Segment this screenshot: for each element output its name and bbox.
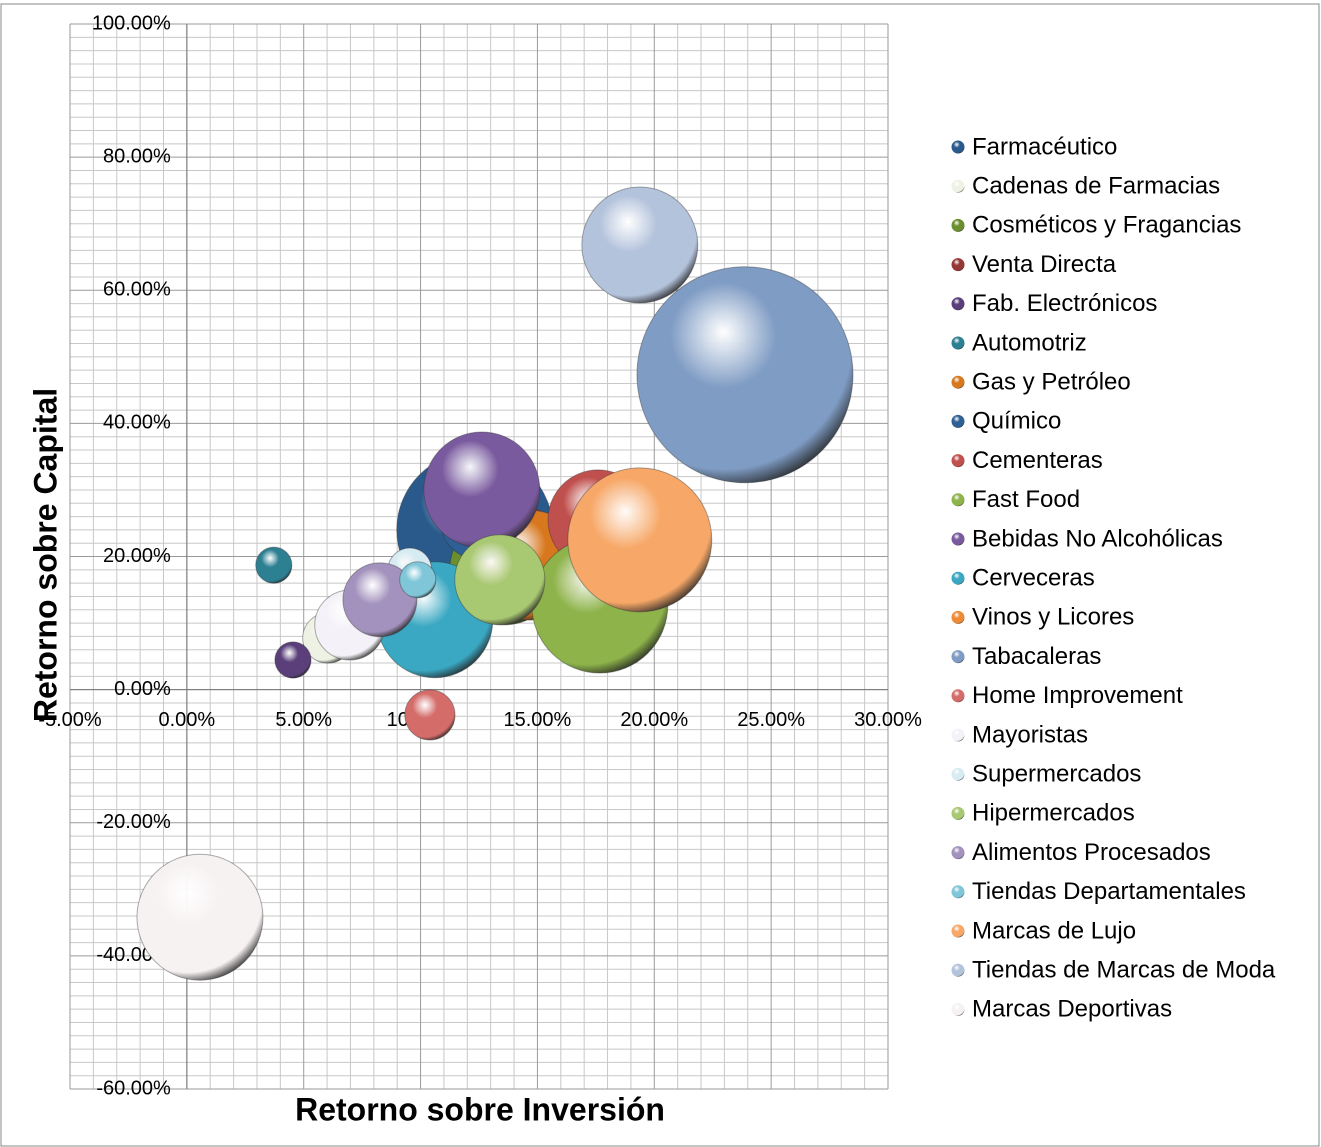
bubble [399,561,437,599]
legend-label: Automotriz [972,329,1087,356]
legend-label: Gas y Petróleo [972,369,1131,396]
legend-marker [951,571,965,585]
legend-label: Cerveceras [972,565,1095,592]
legend-marker [951,493,965,507]
legend-marker [951,336,965,350]
legend-label: Hipermercados [972,800,1135,827]
x-axis-title: Retorno sobre Inversión [295,1091,665,1127]
x-tick-label: 0.00% [158,709,215,731]
bubble [274,641,312,679]
legend-label: Tiendas Departamentales [972,878,1246,905]
y-tick-label: 20.00% [103,545,171,567]
x-tick-label: 5.00% [275,709,332,731]
legend-marker [951,375,965,389]
legend-marker [951,179,965,193]
legend-marker [951,454,965,468]
legend-label: Cementeras [972,447,1103,474]
legend-marker [951,689,965,703]
y-tick-label: -20.00% [96,811,171,833]
legend-label: Cosméticos y Fragancias [972,212,1241,239]
legend-label: Cadenas de Farmacias [972,173,1220,200]
bubble [581,186,699,304]
bubble [567,467,713,613]
legend-marker [951,728,965,742]
bubble [255,546,293,584]
legend-label: Supermercados [972,761,1141,788]
bubble [136,853,264,981]
legend-marker [951,258,965,272]
legend-marker [951,924,965,938]
y-tick-label: 40.00% [103,412,171,434]
legend-label: Tabacaleras [972,643,1101,670]
legend-marker [951,885,965,899]
legend-marker [951,963,965,977]
legend-marker [951,218,965,232]
legend-marker [951,297,965,311]
x-tick-label: 25.00% [737,709,805,731]
legend-label: Fab. Electrónicos [972,290,1157,317]
legend-marker [951,806,965,820]
y-tick-label: 60.00% [103,279,171,301]
legend-label: Vinos y Licores [972,604,1134,631]
legend-label: Bebidas No Alcohólicas [972,525,1223,552]
x-tick-label: 15.00% [504,709,572,731]
y-tick-label: 80.00% [103,145,171,167]
legend-marker [951,650,965,664]
legend-label: Home Improvement [972,682,1183,709]
legend-marker [951,414,965,428]
y-axis-title: Retorno sobre Capital [27,388,63,722]
legend-label: Mayoristas [972,721,1088,748]
bubble [423,431,541,549]
legend-label: Farmacéutico [972,133,1117,160]
legend-label: Marcas de Lujo [972,917,1136,944]
x-tick-label: 30.00% [854,709,922,731]
legend-label: Alimentos Procesados [972,839,1211,866]
legend-marker [951,610,965,624]
legend-label: Químico [972,408,1061,435]
chart-frame [0,3,1320,1147]
bubble [454,534,546,626]
y-tick-label: 0.00% [114,678,171,700]
y-tick-label: -60.00% [96,1077,171,1099]
bubble [636,266,854,484]
legend-marker [951,140,965,154]
y-tick-label: 100.00% [92,12,171,34]
legend-label: Tiendas de Marcas de Moda [972,957,1276,984]
legend-label: Marcas Deportivas [972,996,1172,1023]
legend-marker [951,846,965,860]
bubble [404,689,456,741]
legend-marker [951,767,965,781]
legend-label: Fast Food [972,486,1080,513]
bubble [342,562,418,638]
legend-marker [951,532,965,546]
legend-label: Venta Directa [972,251,1117,278]
x-tick-label: -5.00% [38,709,102,731]
x-tick-label: 20.00% [620,709,688,731]
legend-marker [951,1002,965,1016]
